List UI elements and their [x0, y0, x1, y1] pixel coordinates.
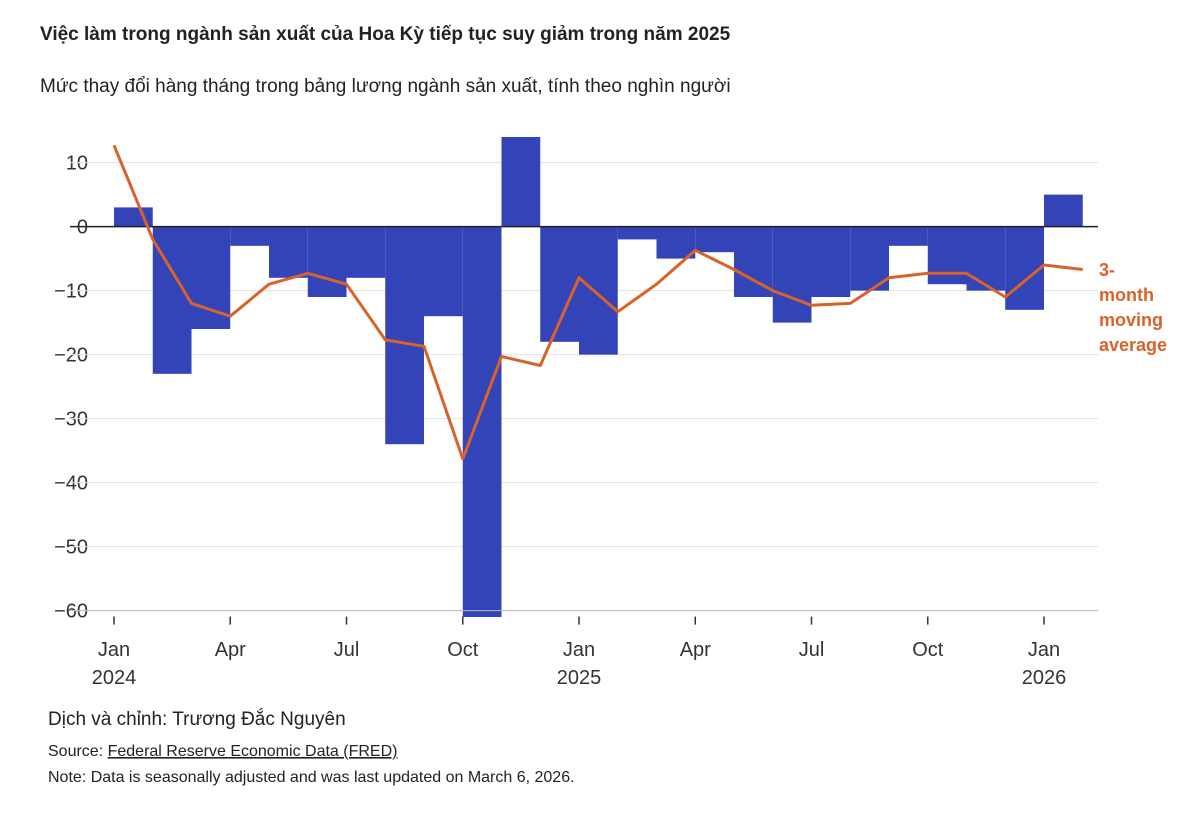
x-tick-label: Apr — [680, 639, 711, 661]
note: Note: Data is seasonally adjusted and wa… — [48, 769, 575, 786]
moving-average-line — [112, 144, 1083, 461]
x-tick-label: Apr — [215, 639, 246, 661]
bar — [617, 226, 657, 240]
bar — [385, 226, 424, 445]
y-tick-label: −10 — [54, 281, 88, 303]
line-label: 3-month moving average — [1099, 260, 1167, 355]
bar — [424, 226, 463, 317]
y-tick-label: 10 — [66, 153, 88, 175]
bar — [889, 226, 928, 246]
bar — [230, 226, 269, 246]
bar — [191, 226, 231, 329]
x-tick-label: Jul — [334, 639, 360, 661]
y-tick-label: −40 — [54, 473, 88, 495]
chart-subtitle: Mức thay đổi hàng tháng trong bảng lương… — [40, 76, 731, 97]
x-tick-label: Jul — [799, 639, 825, 661]
bar — [811, 226, 851, 297]
bar — [850, 226, 889, 291]
bar — [966, 226, 1006, 291]
source-link[interactable]: Federal Reserve Economic Data (FRED) — [108, 743, 398, 760]
source: Source: Federal Reserve Economic Data (F… — [48, 743, 397, 760]
chart-title: Việc làm trong ngành sản xuất của Hoa Kỳ… — [40, 24, 731, 45]
bar — [656, 226, 696, 259]
y-tick-label: −30 — [54, 409, 88, 431]
x-tick-label: Oct — [447, 639, 479, 661]
bar — [772, 226, 812, 323]
x-tick-label: Jan 2025 — [557, 639, 602, 689]
y-tick-label: −50 — [54, 537, 88, 559]
x-tick-label: Jan 2024 — [92, 639, 137, 689]
bar — [307, 226, 347, 297]
credit: Dịch và chỉnh: Trương Đắc Nguyên — [48, 708, 346, 730]
y-tick-label: −60 — [54, 601, 88, 623]
bar — [501, 137, 541, 227]
source-prefix: Source: — [48, 743, 103, 760]
bar — [695, 226, 734, 253]
bar — [1044, 194, 1083, 227]
bar — [346, 226, 386, 278]
y-tick-label: 0 — [77, 217, 88, 239]
bar — [579, 226, 618, 355]
bar — [1005, 226, 1044, 310]
y-tick-label: −20 — [54, 345, 88, 367]
x-tick-label: Oct — [912, 639, 944, 661]
bar — [269, 226, 308, 278]
bar — [927, 226, 967, 285]
x-tick-label: Jan 2026 — [1022, 639, 1067, 689]
bar — [734, 226, 773, 297]
bar — [462, 226, 502, 617]
